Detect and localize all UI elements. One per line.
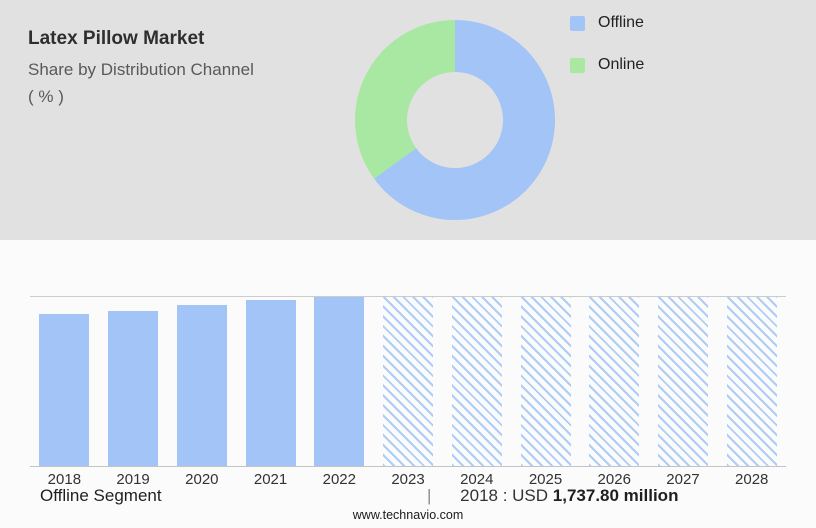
value-callout: | 2018 : USD 1,737.80 million xyxy=(427,486,678,506)
bar-slot xyxy=(511,297,580,466)
bar-slot xyxy=(167,297,236,466)
forecast-bar xyxy=(383,297,434,466)
bar-plot xyxy=(30,296,786,467)
x-axis-label: 2018 xyxy=(47,471,82,488)
history-bar xyxy=(245,300,296,466)
bar-slot xyxy=(30,297,99,466)
x-axis-label: 2022 xyxy=(322,471,356,488)
forecast-bar xyxy=(451,297,502,466)
legend-label-online: Online xyxy=(598,56,645,73)
value-prefix: 2018 : USD xyxy=(460,486,549,505)
page-title: Latex Pillow Market xyxy=(28,28,205,49)
x-axis-label: 2023 xyxy=(391,471,425,488)
x-axis-label: 2027 xyxy=(666,471,700,488)
bar-slot xyxy=(717,297,786,466)
website-link[interactable]: www.technavio.com xyxy=(352,508,464,522)
legend-label-offline: Offline xyxy=(598,14,644,31)
top-panel: Latex Pillow Market Share by Distributio… xyxy=(0,0,816,240)
forecast-bar xyxy=(657,297,708,466)
title-block: Latex Pillow Market Share by Distributio… xyxy=(28,28,328,114)
forecast-bar xyxy=(520,297,571,466)
bar-slot xyxy=(99,297,168,466)
x-axis-label: 2021 xyxy=(253,471,288,488)
x-axis-label: 2024 xyxy=(460,471,494,488)
value-amount: 1,737.80 million xyxy=(552,486,679,505)
history-bar xyxy=(314,297,365,466)
bar-slot xyxy=(580,297,649,466)
chart-subtitle: Share by Distribution Channel xyxy=(28,60,254,79)
forecast-bar xyxy=(589,297,640,466)
online-swatch-icon xyxy=(570,57,585,73)
chart-legend: Offline Online xyxy=(570,14,644,98)
legend-item-offline: Offline xyxy=(570,14,644,32)
history-bar xyxy=(176,305,227,466)
donut-hole xyxy=(407,72,503,168)
bar-slot xyxy=(442,297,511,466)
bar-slot xyxy=(374,297,443,466)
x-axis-label: 2020 xyxy=(185,471,219,488)
bar-slot xyxy=(305,297,374,466)
x-axis-label: 2028 xyxy=(735,471,769,488)
segment-label: Offline Segment xyxy=(40,486,162,505)
bar-slot xyxy=(236,297,305,466)
offline-swatch-icon xyxy=(570,15,585,31)
separator: | xyxy=(427,486,432,505)
x-axis-label: 2025 xyxy=(528,471,563,488)
donut-chart xyxy=(355,20,555,220)
x-axis-label: 2019 xyxy=(116,471,150,488)
x-axis-labels: 2018 2019 2020 2021 2022 2023 2024 2025 2026 2027… xyxy=(30,471,786,488)
chart-unit-label: ( % ) xyxy=(28,87,64,106)
forecast-bar xyxy=(726,297,777,466)
history-bar xyxy=(108,310,159,466)
bar-slot xyxy=(649,297,718,466)
x-axis-label: 2026 xyxy=(597,471,631,488)
history-bar xyxy=(39,313,90,466)
legend-item-online: Online xyxy=(570,56,644,74)
